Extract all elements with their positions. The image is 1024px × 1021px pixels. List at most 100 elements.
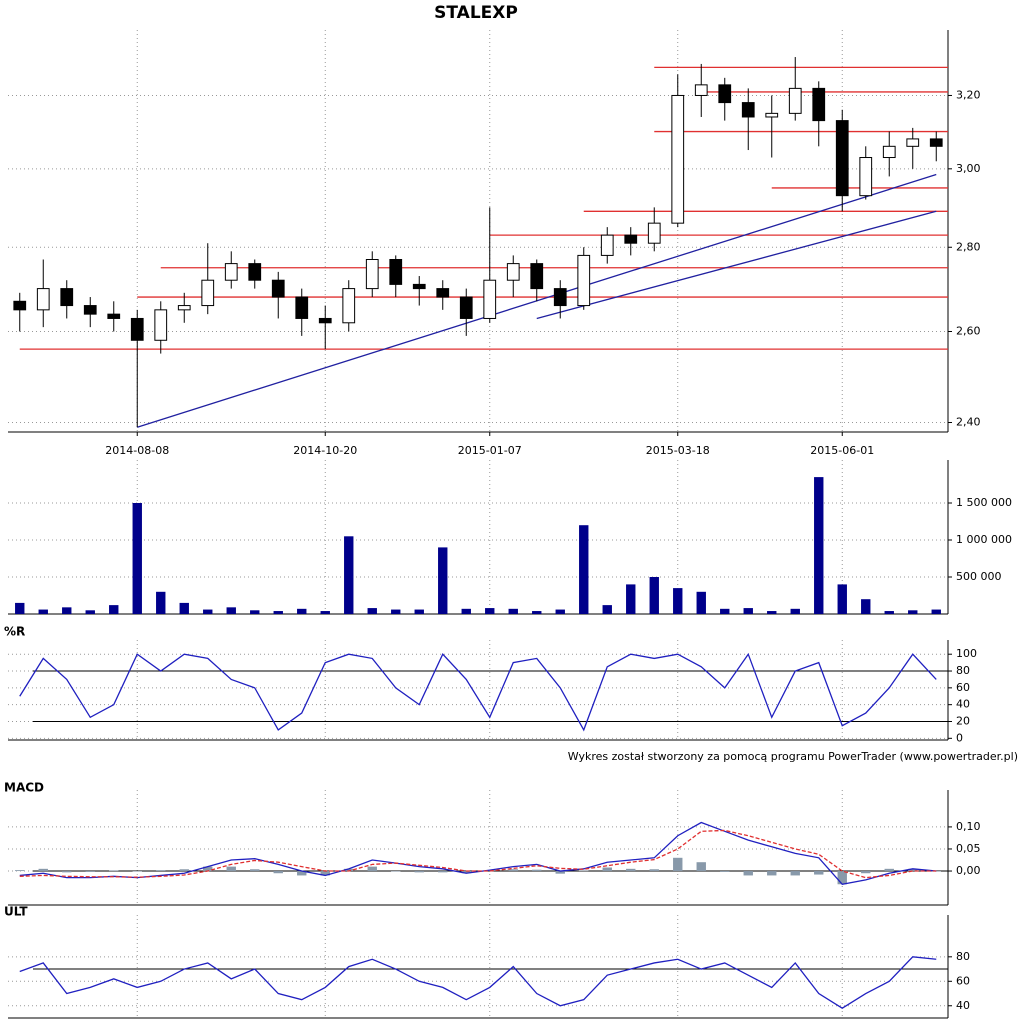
histogram-bar [15, 870, 25, 872]
volume-bar [508, 608, 518, 614]
volume-bar [485, 608, 495, 614]
histogram-bar [532, 869, 542, 872]
candle-body [83, 305, 97, 315]
candle-body [882, 145, 896, 159]
volume-bar [696, 591, 706, 614]
candle-body [13, 300, 27, 311]
histogram-bar [179, 869, 189, 872]
y-tick-label: 2,80 [956, 240, 981, 253]
volume-bar [367, 608, 377, 614]
histogram-bar [203, 866, 213, 872]
volume-bar [38, 609, 48, 614]
panel-title: %R [4, 625, 25, 639]
volume-bar [391, 609, 401, 614]
candle-body [342, 288, 356, 324]
histogram-bar [367, 866, 377, 872]
x-tick-label: 2015-06-01 [810, 444, 874, 457]
histogram-bar [273, 871, 283, 874]
volume-bar [203, 609, 213, 614]
candle-body [201, 279, 215, 307]
histogram-bar [508, 869, 518, 872]
series-line [19, 829, 937, 879]
volume-bar [344, 536, 354, 614]
volume-bar [767, 611, 777, 614]
histogram-bar [414, 871, 424, 873]
candle-body [906, 138, 920, 147]
volume-bar [132, 503, 142, 614]
histogram-bar [555, 871, 565, 874]
candle-body [130, 317, 144, 341]
y-tick-label: 0,10 [956, 820, 981, 833]
volume-bar [861, 599, 871, 614]
candle-body [718, 84, 732, 104]
trend-line [536, 210, 937, 320]
histogram-bar [109, 870, 119, 872]
histogram-bar [344, 868, 354, 872]
candle-body [436, 288, 450, 298]
series-line [19, 821, 937, 885]
footer: Wykres został stworzony za pomocą progra… [568, 750, 1018, 763]
candle-body [765, 112, 779, 118]
y-tick-label: 80 [956, 950, 970, 963]
histogram-bar [837, 871, 847, 885]
histogram-bar [602, 867, 612, 872]
histogram-bar [696, 862, 706, 872]
volume-bar [743, 608, 753, 614]
series-line [19, 956, 937, 1009]
y-tick-label: 1 000 000 [956, 533, 1012, 546]
histogram-bar [626, 868, 636, 872]
candle-body [318, 317, 332, 324]
volume-bar [438, 547, 448, 614]
candle-body [812, 87, 826, 122]
histogram-bar [297, 871, 307, 876]
series-line [19, 652, 937, 732]
candle-body [788, 87, 802, 114]
candle-body [177, 305, 191, 311]
y-tick-label: 100 [956, 647, 977, 660]
y-tick-label: 0 [956, 731, 963, 744]
volume-bar [790, 608, 800, 614]
volume-bar [414, 609, 424, 614]
chart-title: STALEXP [434, 3, 518, 23]
y-tick-label: 40 [956, 999, 970, 1012]
volume-bar [720, 608, 730, 614]
candle-body [483, 279, 497, 319]
histogram-bar [320, 871, 330, 876]
candle-body [530, 263, 544, 290]
histogram-bar [391, 871, 401, 872]
y-tick-label: 500 000 [956, 570, 1002, 583]
histogram-bar [461, 871, 471, 874]
volume-bar [649, 577, 659, 614]
candle-body [859, 157, 873, 197]
volume-bar [532, 611, 542, 614]
histogram-bar [884, 868, 894, 872]
y-tick-label: 1 500 000 [956, 496, 1012, 509]
volume-bar [226, 607, 236, 614]
histogram-bar [38, 868, 48, 872]
candle-body [412, 283, 426, 290]
x-tick-label: 2015-03-18 [646, 444, 710, 457]
candle-body [506, 263, 520, 281]
candle-body [741, 102, 755, 118]
y-tick-label: 0,05 [956, 842, 981, 855]
candle-body [295, 296, 309, 319]
candle-body [694, 84, 708, 96]
volume-bar [297, 608, 307, 614]
candle-body [36, 288, 50, 311]
candle-body [224, 263, 238, 281]
histogram-bar [132, 871, 142, 872]
y-tick-label: 60 [956, 681, 970, 694]
volume-bar [179, 602, 189, 614]
candle-body [389, 259, 403, 285]
histogram-bar [767, 871, 777, 876]
volume-bar [461, 608, 471, 614]
candle-body [365, 259, 379, 290]
candle-body [600, 234, 614, 256]
candle-body [835, 120, 849, 197]
volume-bar [814, 477, 824, 614]
y-tick-label: 0,00 [956, 864, 981, 877]
candle-body [929, 138, 943, 147]
volume-bar [109, 605, 119, 614]
